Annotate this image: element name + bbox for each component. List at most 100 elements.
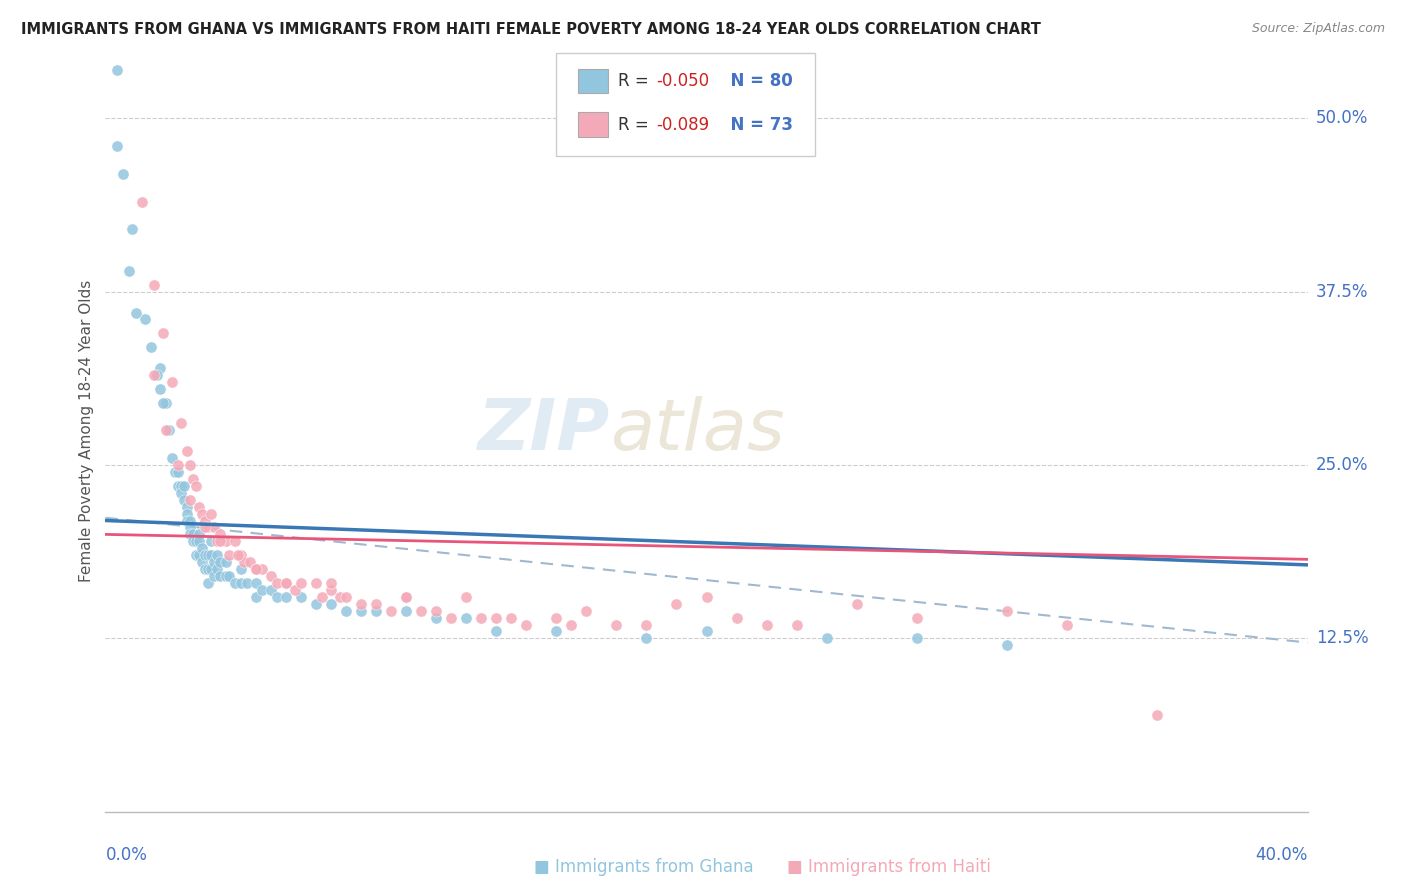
Text: R =: R = — [617, 72, 654, 90]
Point — [364, 597, 387, 611]
Point — [145, 368, 167, 382]
Point — [176, 500, 198, 514]
Point — [364, 604, 387, 618]
Point — [179, 492, 201, 507]
Point — [266, 590, 288, 604]
Point — [176, 444, 198, 458]
Point — [179, 520, 201, 534]
Text: -0.050: -0.050 — [657, 72, 709, 90]
Point — [440, 610, 463, 624]
Point — [245, 562, 267, 576]
Point — [395, 590, 418, 604]
Point — [202, 555, 225, 569]
Point — [755, 617, 778, 632]
Text: ■ Immigrants from Haiti: ■ Immigrants from Haiti — [787, 858, 991, 876]
Point — [208, 555, 231, 569]
Point — [134, 312, 156, 326]
Text: R =: R = — [617, 116, 654, 134]
Point — [112, 167, 135, 181]
Point — [173, 479, 195, 493]
Point — [202, 520, 225, 534]
Point — [118, 264, 141, 278]
Point — [786, 617, 808, 632]
Point — [905, 632, 928, 646]
Point — [187, 500, 209, 514]
Point — [200, 507, 222, 521]
Point — [575, 604, 598, 618]
Point — [218, 548, 240, 562]
Point — [845, 597, 868, 611]
Point — [350, 604, 373, 618]
Point — [454, 590, 477, 604]
Point — [121, 222, 143, 236]
Point — [274, 590, 297, 604]
Point — [169, 479, 191, 493]
Point — [245, 590, 267, 604]
Point — [166, 465, 188, 479]
Text: ■ Immigrants from Ghana: ■ Immigrants from Ghana — [534, 858, 754, 876]
Point — [107, 62, 129, 77]
Point — [290, 590, 312, 604]
Point — [205, 534, 228, 549]
Point — [470, 610, 492, 624]
Point — [1146, 707, 1168, 722]
Text: -0.089: -0.089 — [657, 116, 709, 134]
Point — [200, 548, 222, 562]
Point — [194, 514, 217, 528]
Point — [184, 534, 207, 549]
Point — [152, 395, 174, 409]
Point — [329, 590, 352, 604]
Text: 12.5%: 12.5% — [1316, 630, 1368, 648]
Text: N = 80: N = 80 — [718, 72, 793, 90]
Point — [142, 277, 165, 292]
Point — [166, 458, 188, 472]
Point — [229, 576, 252, 591]
Point — [250, 582, 273, 597]
Text: 25.0%: 25.0% — [1316, 456, 1368, 474]
Point — [190, 555, 212, 569]
Point — [605, 617, 627, 632]
Point — [176, 507, 198, 521]
Point — [148, 361, 170, 376]
Point — [284, 582, 307, 597]
Point — [187, 534, 209, 549]
Point — [319, 597, 342, 611]
Point — [187, 527, 209, 541]
Point — [184, 479, 207, 493]
Point — [190, 541, 212, 556]
Point — [995, 638, 1018, 652]
Point — [239, 555, 262, 569]
Point — [274, 576, 297, 591]
Point — [266, 576, 288, 591]
Point — [163, 465, 186, 479]
Point — [169, 417, 191, 431]
FancyBboxPatch shape — [557, 53, 814, 156]
Y-axis label: Female Poverty Among 18-24 Year Olds: Female Poverty Among 18-24 Year Olds — [79, 279, 94, 582]
Point — [226, 548, 249, 562]
Point — [305, 597, 328, 611]
Point — [205, 548, 228, 562]
Point — [181, 534, 204, 549]
Text: ZIP: ZIP — [478, 396, 610, 465]
Text: Source: ZipAtlas.com: Source: ZipAtlas.com — [1251, 22, 1385, 36]
Point — [124, 305, 146, 319]
Point — [139, 340, 162, 354]
Point — [181, 472, 204, 486]
Point — [214, 534, 236, 549]
Point — [485, 610, 508, 624]
Point — [305, 576, 328, 591]
Point — [208, 569, 231, 583]
Point — [214, 555, 236, 569]
Point — [425, 604, 447, 618]
Point — [229, 548, 252, 562]
Point — [335, 604, 357, 618]
Point — [235, 576, 257, 591]
Point — [181, 527, 204, 541]
Point — [173, 492, 195, 507]
Point — [179, 514, 201, 528]
Point — [409, 604, 432, 618]
Point — [395, 590, 418, 604]
Text: atlas: atlas — [610, 396, 785, 465]
Point — [107, 139, 129, 153]
Point — [245, 562, 267, 576]
